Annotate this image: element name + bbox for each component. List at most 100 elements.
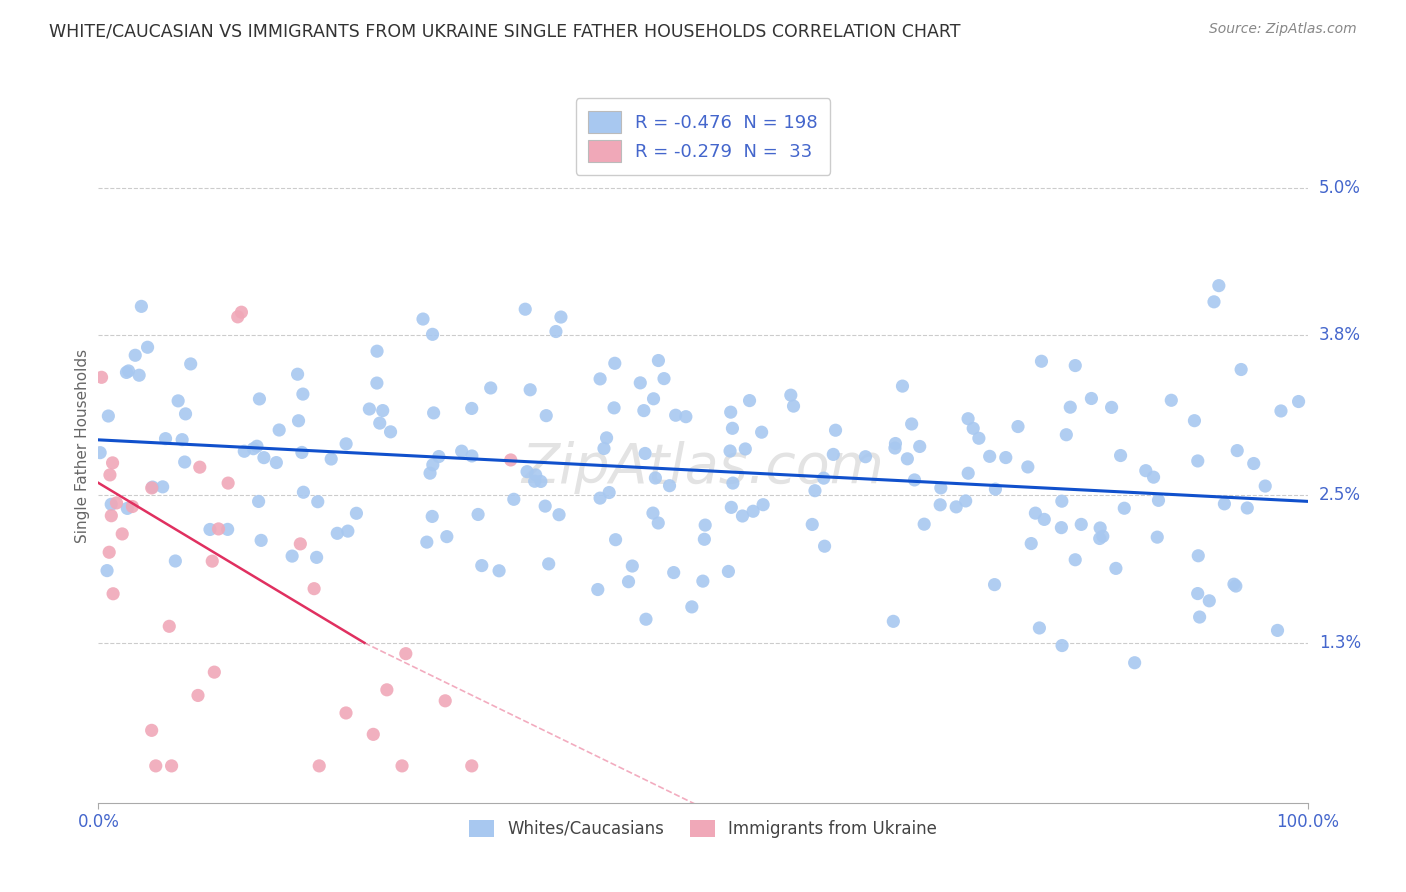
Point xyxy=(488,564,510,578)
Point xyxy=(98,467,121,482)
Point xyxy=(962,421,984,435)
Point xyxy=(1202,294,1225,309)
Point xyxy=(1236,500,1258,515)
Point xyxy=(647,353,669,368)
Point xyxy=(1198,594,1220,608)
Point xyxy=(595,431,617,445)
Point xyxy=(96,564,118,578)
Point xyxy=(813,471,835,485)
Point xyxy=(124,348,146,362)
Point xyxy=(589,372,612,386)
Point xyxy=(105,496,128,510)
Point xyxy=(471,558,494,573)
Point xyxy=(605,533,627,547)
Point xyxy=(884,436,907,450)
Point xyxy=(1091,529,1114,543)
Text: Source: ZipAtlas.com: Source: ZipAtlas.com xyxy=(1209,22,1357,37)
Point xyxy=(359,402,381,417)
Point xyxy=(1024,506,1046,520)
Point xyxy=(461,449,484,463)
Point xyxy=(548,508,571,522)
Text: WHITE/CAUCASIAN VS IMMIGRANTS FROM UKRAINE SINGLE FATHER HOUSEHOLDS CORRELATION : WHITE/CAUCASIAN VS IMMIGRANTS FROM UKRAI… xyxy=(49,22,960,40)
Point xyxy=(720,500,742,515)
Point xyxy=(1088,532,1111,546)
Point xyxy=(662,566,685,580)
Point xyxy=(101,587,124,601)
Point xyxy=(422,327,444,342)
Point xyxy=(912,517,935,532)
Point xyxy=(247,494,270,508)
Point xyxy=(207,522,229,536)
Point xyxy=(121,500,143,514)
Point xyxy=(1054,427,1077,442)
Point xyxy=(101,456,124,470)
Point xyxy=(779,388,801,402)
Point xyxy=(368,416,391,430)
Point xyxy=(117,364,139,378)
Point xyxy=(450,444,472,458)
Point xyxy=(536,409,558,423)
Point xyxy=(467,508,489,522)
Point xyxy=(598,485,620,500)
Point xyxy=(823,447,845,461)
Point xyxy=(202,665,225,680)
Point xyxy=(1050,494,1073,508)
Point xyxy=(884,441,907,455)
Point xyxy=(141,480,163,494)
Point xyxy=(681,599,703,614)
Point xyxy=(249,392,271,406)
Point xyxy=(287,368,309,382)
Point xyxy=(427,450,450,464)
Point xyxy=(824,423,846,437)
Point xyxy=(617,574,640,589)
Y-axis label: Single Father Households: Single Father Households xyxy=(75,349,90,543)
Text: ZipAtlas.com: ZipAtlas.com xyxy=(522,441,884,494)
Point xyxy=(165,554,187,568)
Point xyxy=(217,522,239,536)
Point xyxy=(979,450,1001,464)
Point xyxy=(1187,586,1209,600)
Point xyxy=(782,399,804,413)
Point xyxy=(900,417,922,431)
Point xyxy=(1033,512,1056,526)
Point xyxy=(1270,404,1292,418)
Point xyxy=(1050,639,1073,653)
Point xyxy=(335,437,357,451)
Point xyxy=(530,475,553,489)
Point xyxy=(281,549,304,563)
Point xyxy=(326,526,349,541)
Point xyxy=(100,508,122,523)
Point xyxy=(98,545,121,559)
Point xyxy=(111,527,134,541)
Point xyxy=(198,523,221,537)
Point xyxy=(717,565,740,579)
Point xyxy=(420,509,443,524)
Point xyxy=(269,423,291,437)
Point xyxy=(957,411,980,425)
Point xyxy=(321,452,343,467)
Point xyxy=(643,392,665,406)
Point xyxy=(1064,359,1087,373)
Point xyxy=(523,475,546,489)
Point xyxy=(1160,393,1182,408)
Point xyxy=(1223,577,1246,591)
Point xyxy=(305,550,328,565)
Point xyxy=(1226,443,1249,458)
Point xyxy=(187,689,209,703)
Point xyxy=(603,401,626,415)
Point xyxy=(801,517,824,532)
Point xyxy=(955,494,977,508)
Point xyxy=(586,582,609,597)
Point xyxy=(302,582,325,596)
Point xyxy=(647,516,669,530)
Point xyxy=(308,759,330,773)
Point xyxy=(524,467,547,482)
Point xyxy=(751,425,773,440)
Point xyxy=(1146,530,1168,544)
Point xyxy=(100,497,122,511)
Point xyxy=(1213,497,1236,511)
Point xyxy=(658,478,681,492)
Point xyxy=(502,492,524,507)
Point xyxy=(233,444,256,458)
Point xyxy=(136,340,159,354)
